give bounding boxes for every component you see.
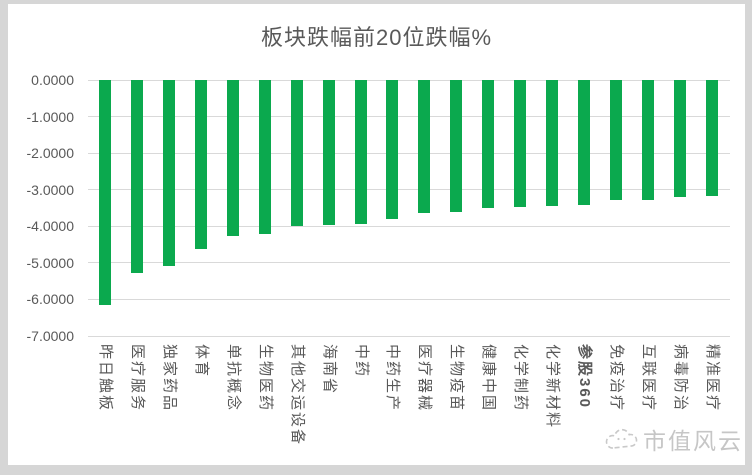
x-category-label: 参股360 xyxy=(576,344,594,410)
y-tick-label: -5.0000 xyxy=(26,254,74,271)
bar xyxy=(705,80,718,197)
bar xyxy=(258,80,271,235)
cloud-logo-icon xyxy=(605,428,638,449)
bar xyxy=(162,80,175,267)
chart-title: 板块跌幅前20位跌幅% xyxy=(260,25,493,50)
gridline xyxy=(88,262,730,264)
gridline xyxy=(88,298,730,300)
plot-area xyxy=(88,79,730,337)
bar xyxy=(673,80,686,198)
y-tick-label: -6.0000 xyxy=(26,291,74,308)
bar xyxy=(450,80,463,212)
watermark-text: 市值风云 xyxy=(643,428,743,454)
x-category-label: 海南省 xyxy=(320,344,338,396)
x-category-label: 生物疫苗 xyxy=(448,344,466,413)
x-category-label: 精准医疗 xyxy=(703,344,721,413)
chart-card: 板块跌幅前20位跌幅% 0.0000 -1.0000 -2.0000 -3.0000 -… xyxy=(8,4,745,465)
bar xyxy=(418,80,431,213)
bar xyxy=(641,80,654,200)
bar xyxy=(578,80,591,206)
bar xyxy=(322,80,335,225)
x-category-label: 独家药品 xyxy=(160,344,178,413)
x-category-label: 昨日触板 xyxy=(97,344,114,413)
bar xyxy=(386,80,399,220)
bar xyxy=(546,80,559,207)
gridline xyxy=(88,335,730,337)
y-tick-label: -7.0000 xyxy=(26,328,74,344)
x-category-label: 医疗服务 xyxy=(128,344,146,413)
x-category-label: 化学新材料 xyxy=(544,344,562,430)
bar xyxy=(290,80,303,226)
x-category-label: 医疗器械 xyxy=(416,344,434,413)
x-category-label: 病毒防治 xyxy=(671,344,689,413)
y-tick-label: 0.0000 xyxy=(31,72,74,88)
bar xyxy=(354,80,367,224)
gridline xyxy=(88,79,730,81)
y-tick-label: -3.0000 xyxy=(26,181,74,198)
bar xyxy=(99,80,111,305)
gridline xyxy=(88,116,730,118)
gridline xyxy=(88,152,730,154)
y-axis-labels: 0.0000 -1.0000 -2.0000 -3.0000 -4.0000 -5.000… xyxy=(8,72,78,344)
x-category-label: 其他交运设备 xyxy=(288,344,306,447)
bar xyxy=(514,80,527,208)
gridline xyxy=(88,225,730,227)
x-category-label: 互联医疗 xyxy=(639,344,657,413)
x-category-label: 健康中国 xyxy=(480,344,498,413)
bar xyxy=(194,80,207,250)
x-category-label: 生物医药 xyxy=(256,344,274,413)
bar xyxy=(482,80,495,208)
x-category-label: 单抗概念 xyxy=(224,344,242,413)
bar xyxy=(610,80,623,200)
y-tick-label: -2.0000 xyxy=(26,145,74,162)
gridline xyxy=(88,189,730,191)
watermark: 市值风云 xyxy=(604,422,743,456)
bar xyxy=(226,80,239,236)
bar xyxy=(130,80,143,273)
x-category-label: 免疫治疗 xyxy=(608,344,626,413)
x-category-label: 中药 xyxy=(352,344,370,379)
y-tick-label: -4.0000 xyxy=(26,218,74,235)
y-tick-label: -1.0000 xyxy=(26,108,74,125)
x-category-label: 化学制药 xyxy=(512,344,530,413)
x-category-label: 体育 xyxy=(192,344,210,379)
x-category-label: 中药生产 xyxy=(384,344,402,413)
